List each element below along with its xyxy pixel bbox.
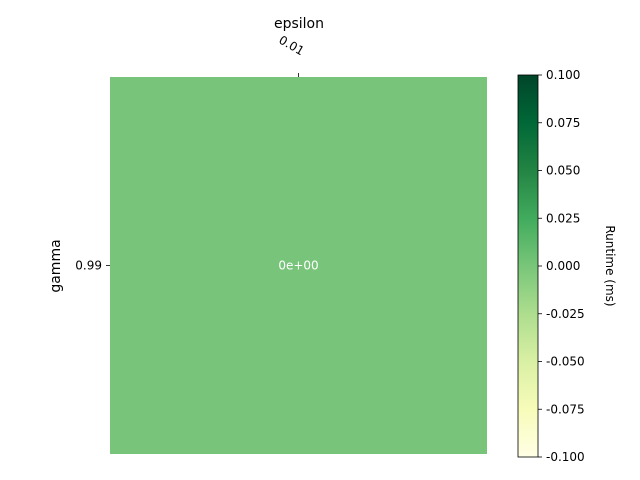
colorbar-tick-label: 0.000 — [546, 259, 580, 273]
heatmap-cells: 0e+00 — [110, 77, 487, 454]
colorbar-ticks: 0.100 0.075 0.050 0.025 0.000 -0.025 -0.050 -0.… — [538, 68, 585, 464]
heatmap-cell — [110, 77, 487, 454]
colorbar-tick-label: 0.050 — [546, 164, 580, 178]
colorbar-tick-label: -0.075 — [546, 402, 585, 416]
colorbar-tick-label: 0.100 — [546, 68, 580, 82]
y-axis-title: gamma — [48, 239, 64, 292]
colorbar-tick-label: 0.025 — [546, 211, 580, 225]
colorbar-tick-label: 0.075 — [546, 116, 580, 130]
x-tick-label: 0.01 — [276, 33, 306, 58]
colorbar-tick-label: -0.025 — [546, 307, 585, 321]
y-axis-ticks: 0.99 — [75, 259, 110, 273]
colorbar — [517, 74, 539, 458]
colorbar-tick-label: -0.100 — [546, 450, 585, 464]
colorbar-label: Runtime (ms) — [603, 225, 617, 306]
y-tick-label: 0.99 — [75, 259, 102, 273]
colorbar-tick-label: -0.050 — [546, 355, 585, 369]
cell-value-label: 0e+00 — [278, 259, 318, 273]
x-axis-title: epsilon — [274, 16, 324, 32]
x-axis-ticks: 0.01 — [276, 33, 307, 77]
